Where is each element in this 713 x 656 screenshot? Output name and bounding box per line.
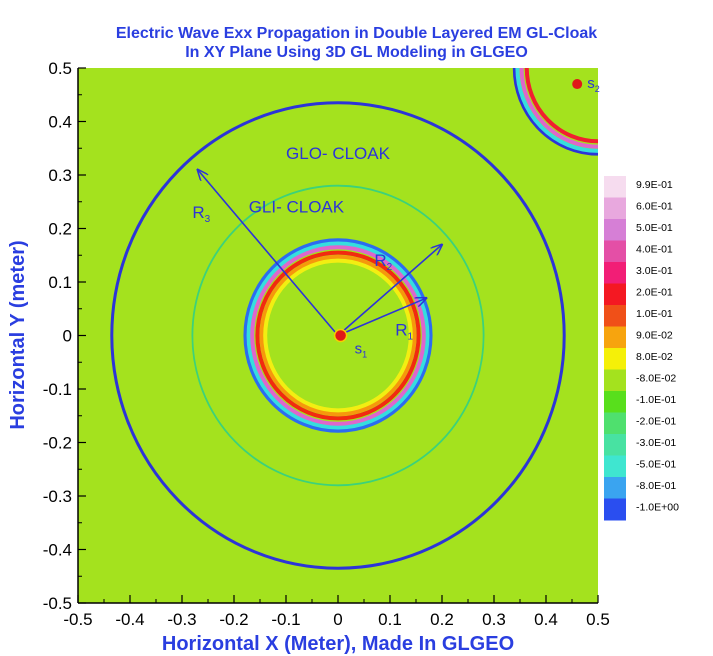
legend-label: 3.0E-01	[636, 265, 673, 277]
y-tick-label: 0.2	[48, 220, 72, 239]
field-ring-inner-cloak-magenta-band	[250, 245, 426, 426]
field-ring-gli-cloak-boundary	[191, 184, 485, 487]
legend-swatch	[604, 477, 626, 499]
field-ring-s2-outer-blue-ring	[512, 68, 598, 156]
legend-swatch	[604, 305, 626, 327]
vector-r1	[337, 298, 426, 337]
legend-label: 9.9E-01	[636, 179, 673, 191]
legend-swatch	[604, 498, 626, 521]
legend-label: -1.0E-01	[636, 394, 676, 406]
legend-label: 8.0E-02	[636, 351, 673, 363]
x-tick-label: 0.4	[534, 610, 558, 629]
y-tick-label: 0.3	[48, 166, 72, 185]
field-ring-inner-cloak-cyan-band	[246, 241, 430, 430]
legend-swatch	[604, 326, 626, 349]
x-tick-label: -0.5	[63, 610, 92, 629]
y-tick-label: 0	[63, 327, 72, 346]
x-tick-label: 0.2	[430, 610, 454, 629]
legend-swatch	[604, 283, 626, 306]
y-tick-label: 0.5	[48, 59, 72, 78]
field-ring-inner-cloak-red-ring	[255, 250, 421, 421]
legend-label: 5.0E-01	[636, 222, 673, 234]
y-tick-label: -0.5	[43, 594, 72, 613]
vector-r2	[337, 245, 442, 337]
legend-label: -8.0E-01	[636, 480, 676, 492]
legend-label: -5.0E-01	[636, 459, 676, 471]
annotation-gli-cloak: GLI- CLOAK	[249, 197, 345, 216]
legend-swatch	[604, 391, 626, 413]
chart-title: Electric Wave Exx Propagation in Double …	[115, 25, 598, 42]
chart-subtitle: In XY Plane Using 3D GL Modeling in GLGE…	[185, 44, 528, 61]
annotation-glo-cloak: GLO- CLOAK	[286, 144, 391, 163]
legend-swatch	[604, 219, 626, 241]
field-ring-inner-cloak-yellow-ring	[263, 258, 413, 413]
y-tick-label: -0.4	[43, 541, 72, 560]
legend-label: -3.0E-01	[636, 437, 676, 449]
field-ring-glo-cloak-boundary	[110, 101, 566, 570]
x-tick-label: 0	[333, 610, 342, 629]
legend-swatch	[604, 348, 626, 370]
y-tick-label: 0.4	[48, 113, 72, 132]
legend-label: -2.0E-01	[636, 416, 676, 428]
source-s1-marker	[333, 328, 348, 343]
legend-swatch	[604, 197, 626, 220]
source-s2-marker	[572, 79, 583, 90]
field-ring-inner-cloak-orange-ring	[259, 254, 417, 417]
y-tick-label: -0.3	[43, 487, 72, 506]
y-tick-label: -0.2	[43, 434, 72, 453]
field-ring-inner-cloak-outer-edge	[243, 238, 433, 433]
legend-label: 2.0E-01	[636, 287, 673, 299]
vector-r3	[198, 170, 339, 337]
legend-swatch	[604, 369, 626, 392]
x-tick-label: 0.1	[378, 610, 402, 629]
x-tick-label: 0.5	[586, 610, 610, 629]
legend-label: 1.0E-01	[636, 308, 673, 320]
legend-swatch	[604, 455, 626, 478]
legend-swatch	[604, 434, 626, 456]
legend-swatch	[604, 240, 626, 263]
legend-swatch	[604, 262, 626, 284]
legend-label: 9.0E-02	[636, 330, 673, 342]
legend-label: -1.0E+00	[636, 502, 679, 514]
legend-label: 4.0E-01	[636, 244, 673, 256]
y-axis-label: Horizontal Y (meter)	[7, 240, 29, 429]
x-tick-label: -0.1	[271, 610, 300, 629]
x-tick-label: -0.2	[219, 610, 248, 629]
x-tick-label: -0.3	[167, 610, 196, 629]
x-axis-label: Horizontal X (Meter), Made In GLGEO	[162, 633, 514, 655]
x-tick-label: 0.3	[482, 610, 506, 629]
y-tick-label: -0.1	[43, 380, 72, 399]
legend-swatch	[604, 176, 626, 198]
legend-label: -8.0E-02	[636, 373, 676, 385]
legend-label: 6.0E-01	[636, 201, 673, 213]
legend-swatch	[604, 412, 626, 435]
y-tick-label: 0.1	[48, 273, 72, 292]
x-tick-label: -0.4	[115, 610, 144, 629]
